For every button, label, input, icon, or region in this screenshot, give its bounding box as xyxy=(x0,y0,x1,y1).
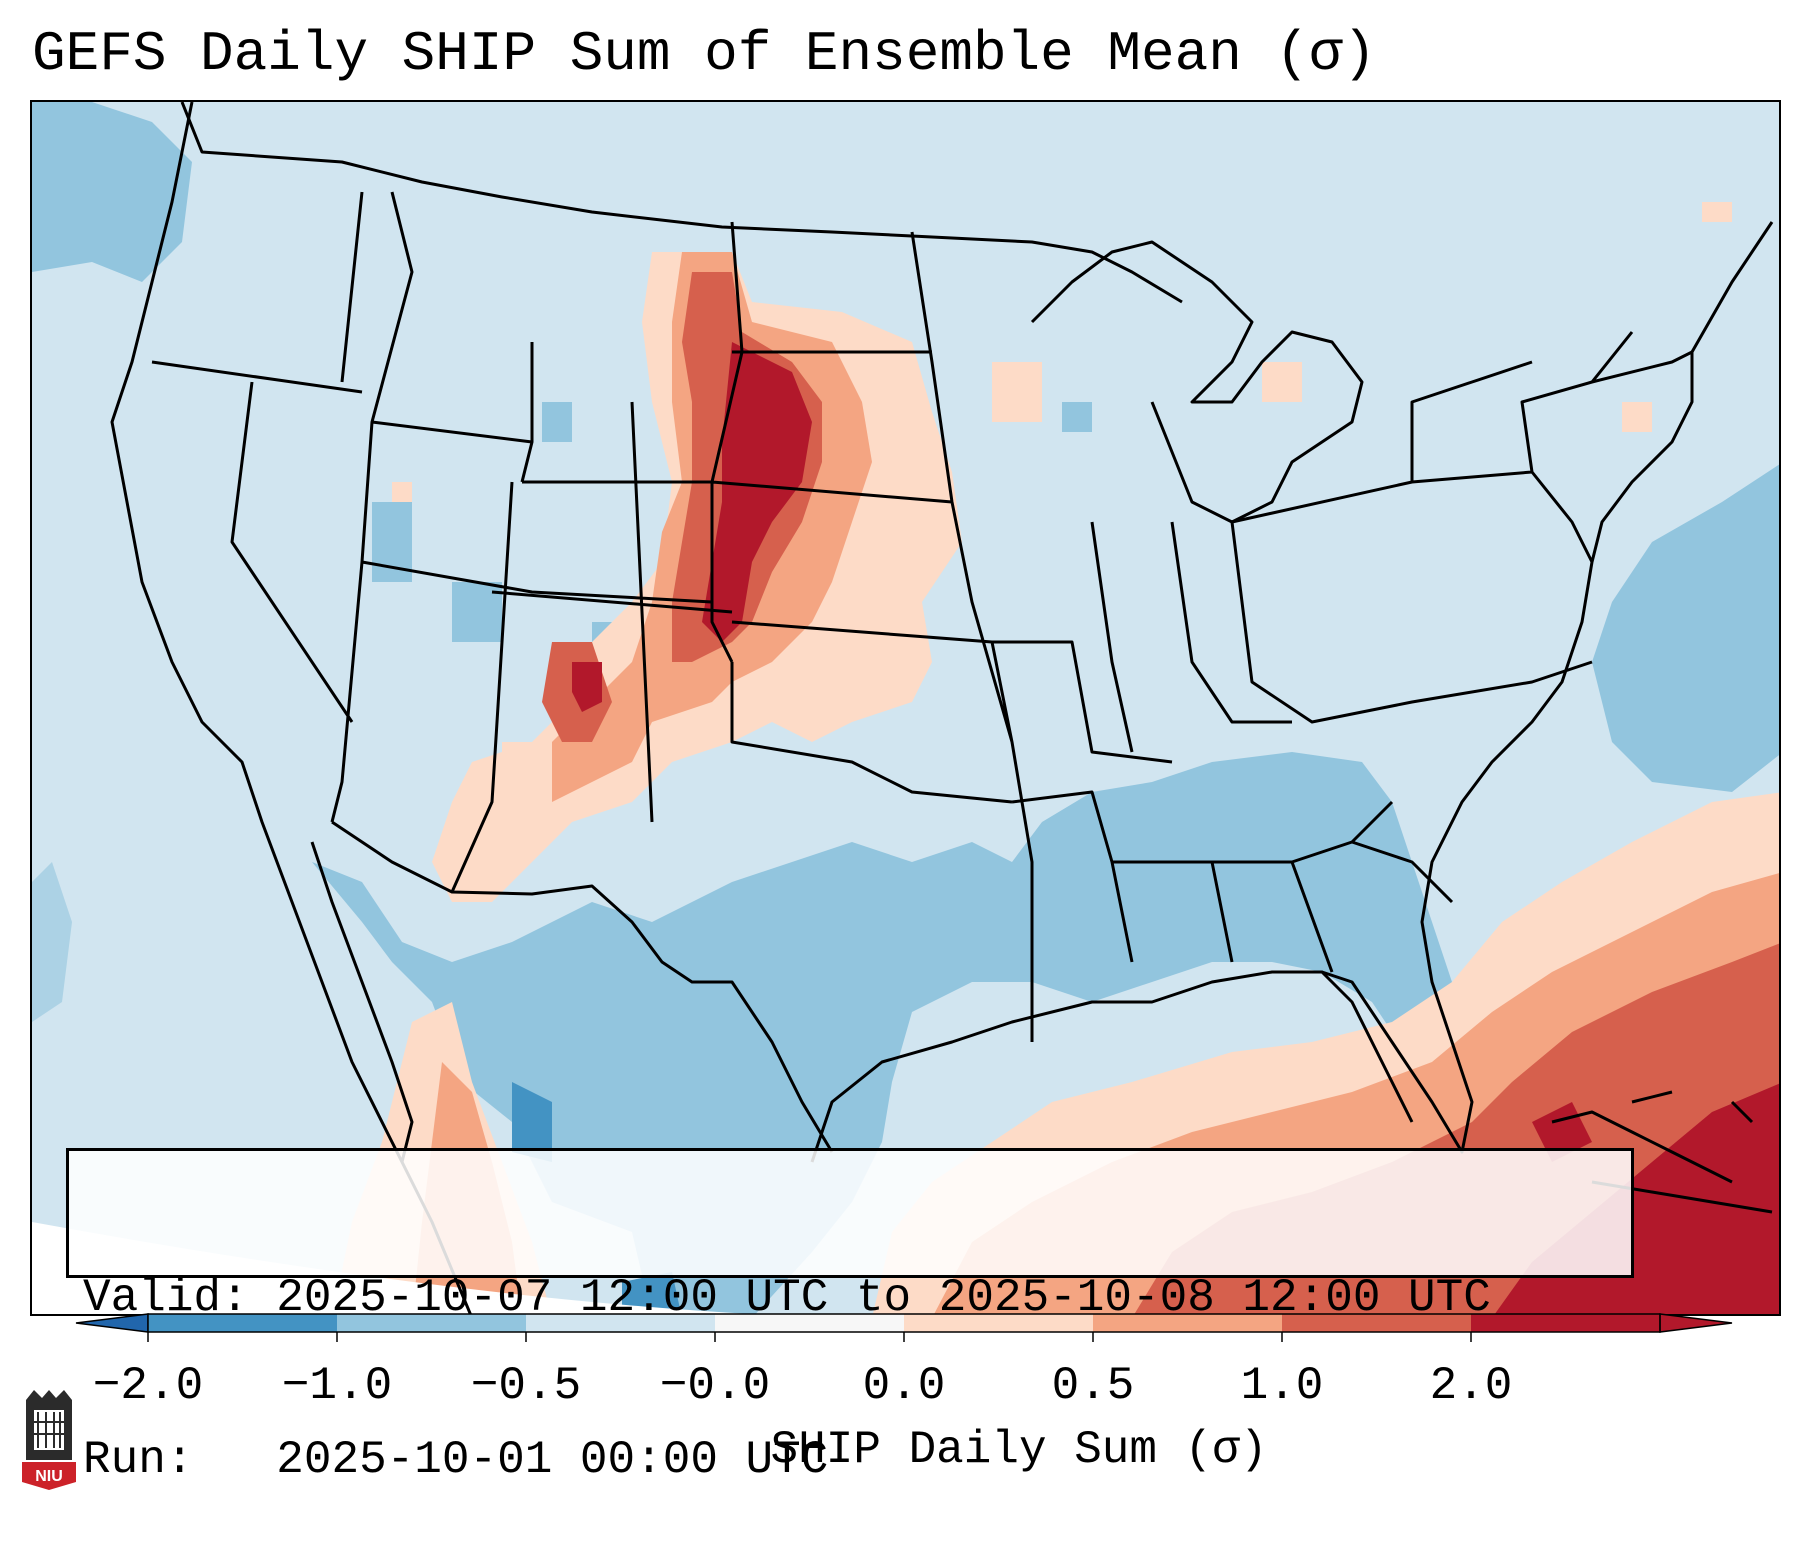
colorbar-tick-label: 0.0 xyxy=(862,1360,946,1412)
colorbar-bin xyxy=(337,1314,527,1332)
atlantic-negative-anomaly xyxy=(1592,464,1779,792)
map-title: GEFS Daily SHIP Sum of Ensemble Mean (σ) xyxy=(32,22,1377,86)
gulf-negative-pocket xyxy=(512,1082,552,1162)
colorbar-bin xyxy=(526,1314,716,1332)
plains-peak-positive xyxy=(572,342,812,712)
pacific-lower-anomaly xyxy=(32,862,72,1022)
pacific-negative-anomaly xyxy=(32,102,192,282)
colorbar-tick-label: −0.5 xyxy=(470,1360,582,1412)
niu-logo: NIU xyxy=(20,1390,78,1490)
colorbar-bin xyxy=(1093,1314,1283,1332)
baja-california xyxy=(310,841,414,1163)
gulf-deep-negative xyxy=(622,1272,682,1314)
state-lines-central xyxy=(710,221,1173,1042)
mexico-us-border xyxy=(331,820,834,1153)
colorbar-bin xyxy=(1282,1314,1472,1332)
colorbar-bin xyxy=(148,1314,338,1332)
run-value: 2025-10-01 00:00 UTC xyxy=(276,1434,829,1486)
colorbar-label: SHIP Daily Sum (σ) xyxy=(770,1424,1268,1476)
colorbar-bin xyxy=(715,1314,905,1332)
map-outside-domain xyxy=(32,1222,752,1314)
state-lines-west xyxy=(151,191,733,893)
gulf-coastline xyxy=(810,970,1414,1163)
logo-shield xyxy=(22,1462,76,1490)
colorbar-tick-label: 2.0 xyxy=(1429,1360,1513,1412)
state-and-coast-lines xyxy=(110,102,1774,1314)
svg-text:NIU: NIU xyxy=(35,1468,63,1485)
caribbean-islands xyxy=(1551,1090,1773,1214)
colorbar-extend-min xyxy=(75,1313,149,1333)
pacific-coastline xyxy=(110,102,472,1314)
run-row: Run: 2025-10-01 00:00 UTC xyxy=(83,1433,1617,1487)
colorbar-tick-label: −2.0 xyxy=(92,1360,204,1412)
scattered-positive-patches xyxy=(392,202,1732,802)
florida-peninsula xyxy=(1321,221,1774,1154)
colorbar-bin xyxy=(904,1314,1094,1332)
colorbar-tick-label: 1.0 xyxy=(1240,1360,1324,1412)
map-canvas xyxy=(32,102,1779,1314)
run-label: Run: xyxy=(83,1434,194,1486)
map-area[interactable] xyxy=(30,100,1781,1316)
valid-run-info-box: Valid: 2025-10-07 12:00 UTC to 2025-10-0… xyxy=(66,1148,1634,1486)
state-lines-east xyxy=(1090,331,1693,973)
niu-logo-graphic: NIU xyxy=(22,1390,76,1490)
colorbar-tick-label: −0.0 xyxy=(659,1360,771,1412)
colorbar-extend-max xyxy=(1659,1313,1733,1333)
colorbar-tick-label: −1.0 xyxy=(281,1360,393,1412)
colorbar-bin xyxy=(1471,1314,1661,1332)
colorbar-tick-label: 0.5 xyxy=(1051,1360,1135,1412)
great-lakes xyxy=(1030,240,1364,524)
colorbar xyxy=(75,1313,1733,1342)
us-canada-border xyxy=(180,102,1183,304)
